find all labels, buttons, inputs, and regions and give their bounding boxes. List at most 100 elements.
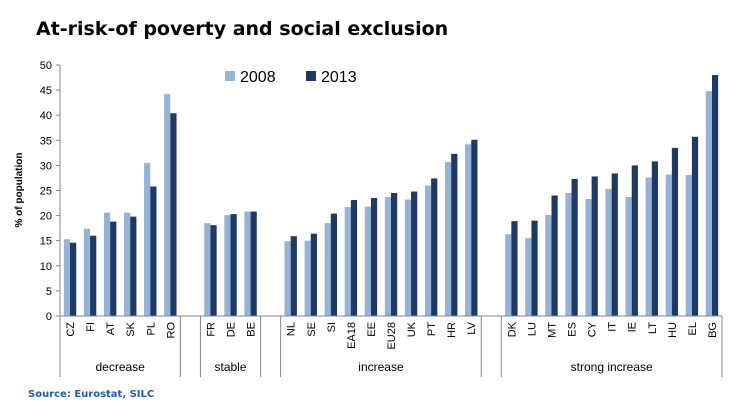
bar-2008-PT: [424, 185, 432, 316]
bar-2008-EL: [685, 174, 692, 316]
bar-2008-EE: [364, 206, 371, 316]
bar-2013-HR: [451, 153, 458, 316]
bar-2008-BG: [705, 91, 712, 316]
bar-2013-AT: [110, 221, 117, 316]
legend-swatch-2013: [306, 71, 316, 81]
bar-2008-MT: [545, 215, 552, 316]
bar-2008-LT: [645, 177, 652, 316]
x-tick-label-EL: EL: [687, 322, 699, 335]
bar-2013-PT: [431, 178, 438, 316]
x-tick-label-BG: BG: [707, 322, 719, 338]
legend-label-2013: 2013: [321, 69, 357, 86]
bar-2008-FI: [83, 228, 91, 316]
y-tick-label: 0: [46, 311, 52, 323]
y-tick-label: 10: [40, 261, 52, 273]
x-tick-label-EU28: EU28: [386, 322, 398, 350]
bar-2013-CZ: [70, 242, 77, 316]
x-tick-label-SI: SI: [326, 322, 338, 332]
x-tick-label-HU: HU: [667, 322, 679, 338]
x-tick-label-CZ: CZ: [65, 322, 77, 337]
bar-2008-ES: [565, 193, 572, 316]
bar-2013-LV: [471, 139, 478, 316]
x-tick-label-LT: LT: [647, 322, 659, 334]
bar-2008-SE: [304, 240, 311, 316]
legend-swatch-2008: [225, 71, 235, 81]
y-tick-label: 50: [40, 60, 52, 72]
bar-2013-ES: [571, 178, 578, 316]
y-tick-label: 15: [40, 236, 52, 248]
y-tick-label: 20: [40, 211, 52, 223]
y-tick-label: 30: [40, 160, 52, 172]
bar-2013-SK: [130, 216, 137, 316]
bar-2013-RO: [170, 113, 177, 316]
bar-2013-PL: [150, 186, 157, 316]
x-tick-label-IE: IE: [627, 322, 639, 332]
group-label-strong-increase: strong increase: [571, 360, 653, 374]
bar-2008-DE: [224, 215, 231, 316]
bar-2013-SE: [310, 233, 317, 316]
y-tick-label: 40: [40, 110, 52, 122]
bar-2013-UK: [411, 191, 418, 316]
bar-2013-IT: [611, 173, 618, 316]
bar-2008-LV: [465, 144, 472, 316]
bar-2013-HU: [671, 147, 679, 316]
x-tick-label-CY: CY: [587, 321, 599, 337]
bar-2008-EA18: [344, 207, 351, 316]
legend-label-2008: 2008: [240, 69, 276, 86]
x-tick-label-DK: DK: [506, 321, 518, 337]
legend: 2008 2013: [225, 69, 357, 86]
bar-2008-IE: [625, 197, 632, 316]
bar-2013-CY: [591, 176, 598, 316]
bar-2013-EE: [370, 198, 378, 316]
bar-2013-EU28: [391, 193, 398, 316]
bar-2008-SK: [124, 212, 131, 316]
bar-2013-MT: [551, 195, 558, 316]
bar-2013-FR: [210, 225, 217, 316]
group-label-decrease: decrease: [95, 360, 145, 374]
bar-2013-LT: [651, 161, 658, 316]
bar-2008-FR: [204, 223, 211, 316]
bar-2013-SI: [330, 213, 338, 316]
bar-2013-LU: [531, 220, 538, 316]
y-axis-label: % of population: [14, 153, 25, 228]
bar-2013-EL: [691, 136, 699, 316]
bar-2013-DK: [511, 221, 518, 316]
bar-2008-AT: [103, 212, 111, 316]
x-tick-label-FI: FI: [85, 322, 97, 332]
x-tick-label-NL: NL: [286, 322, 298, 336]
x-tick-label-SK: SK: [125, 321, 137, 336]
y-axis: 0 5 10 15 20 25 30 35 40 45 50: [40, 60, 61, 323]
bar-2008-HR: [444, 161, 452, 316]
bar-2008-BE: [244, 211, 251, 316]
bar-2008-EU28: [384, 197, 391, 316]
x-tick-label-UK: UK: [406, 321, 418, 337]
bar-2008-RO: [164, 94, 171, 316]
bar-2008-CZ: [63, 239, 71, 316]
bar-2013-BE: [250, 211, 257, 316]
bar-2008-LU: [525, 238, 532, 316]
x-tick-label-ES: ES: [567, 322, 579, 337]
bar-2013-NL: [290, 236, 297, 316]
bar-2008-PL: [144, 162, 151, 316]
x-tick-label-FR: FR: [205, 322, 217, 337]
x-tick-label-DE: DE: [226, 322, 238, 337]
bar-2008-NL: [284, 241, 291, 316]
x-tick-label-HR: HR: [446, 322, 458, 338]
chart-title: At-risk-of poverty and social exclusion: [36, 18, 449, 40]
x-tick-label-LV: LV: [466, 321, 478, 334]
x-tick-label-PL: PL: [145, 322, 157, 335]
x-tick-label-EE: EE: [366, 322, 378, 337]
bar-2013-EA18: [350, 200, 358, 316]
bar-2008-CY: [585, 199, 592, 316]
x-axis: CZ FI AT SK PL RO FR DE BE NL SE SI EA18 EE EU28 UK PT HR…: [59, 315, 723, 377]
source-note: Source: Eurostat, SILC: [28, 389, 155, 400]
bars: [63, 75, 719, 316]
x-tick-label-SE: SE: [306, 322, 318, 337]
bar-2008-UK: [404, 199, 412, 316]
x-tick-label-LU: LU: [526, 322, 538, 336]
bar-2008-SI: [324, 223, 331, 316]
y-tick-label: 45: [40, 85, 52, 97]
bar-2013-DE: [230, 214, 237, 316]
bar-2013-BG: [711, 75, 719, 316]
